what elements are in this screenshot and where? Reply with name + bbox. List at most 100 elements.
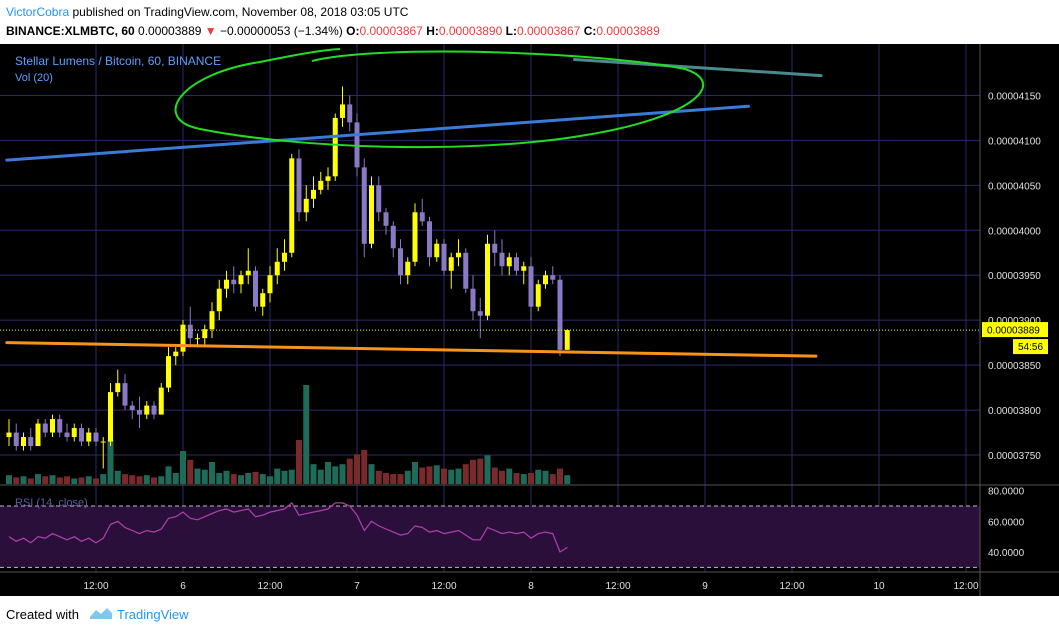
candle-body	[361, 167, 367, 244]
candle-body	[456, 252, 461, 258]
volume-bar	[404, 470, 411, 484]
y-tick-label: 0.00004100	[988, 136, 1041, 147]
candle-body	[231, 279, 237, 285]
volume-bar	[455, 468, 462, 484]
price-chart[interactable]: 0.00004150 0.00004100 0.00004050 0.00004000…	[0, 44, 1059, 596]
x-tick-label: 12:00	[257, 581, 282, 592]
close-label: C:	[583, 24, 597, 38]
y-tick-label: 0.00004150	[988, 91, 1041, 102]
candle-body	[28, 437, 34, 447]
volume-bar	[491, 467, 498, 484]
candle-body	[122, 383, 128, 406]
volume-bar	[317, 469, 324, 484]
orange-support-line[interactable]	[5, 341, 818, 358]
volume-bar	[93, 478, 99, 484]
candle-body	[463, 252, 469, 289]
volume-bar	[267, 476, 273, 484]
drawings[interactable]	[5, 48, 823, 358]
y-tick-label: 0.00003850	[988, 361, 1041, 372]
candle-body	[13, 432, 19, 447]
candle-body	[50, 419, 55, 433]
candle-body	[564, 330, 570, 350]
candle-body	[108, 392, 113, 442]
candle-body	[427, 221, 432, 258]
candle-body	[224, 279, 229, 289]
volume-bar	[122, 474, 128, 484]
volume-bar	[6, 475, 12, 484]
candle-body	[166, 356, 171, 388]
candle-body	[318, 180, 324, 190]
x-tick-label: 12:00	[431, 581, 456, 592]
candle-body	[21, 437, 26, 447]
candle-body	[129, 405, 135, 411]
candle-body	[499, 252, 505, 267]
volume-bar	[441, 468, 447, 484]
volume-bar	[520, 474, 527, 484]
candle-body	[557, 279, 563, 350]
y-tick-label: 0.00003900	[988, 316, 1041, 327]
volume-bar	[85, 476, 92, 484]
candle-body	[282, 252, 287, 262]
tradingview-logo-icon[interactable]	[88, 605, 114, 621]
candle-body	[260, 293, 266, 307]
candle-body	[115, 383, 121, 393]
publish-header: VictorCobra published on TradingView.com…	[0, 0, 1059, 44]
blue-resistance-line[interactable]	[5, 104, 750, 162]
volume-bar	[274, 468, 281, 484]
tradingview-brand-link[interactable]: TradingView	[117, 607, 189, 622]
candle-body	[521, 266, 527, 271]
x-tick-label: 9	[702, 581, 708, 592]
candle-body	[173, 351, 179, 357]
candle-body	[477, 311, 483, 316]
candle-body	[151, 405, 157, 415]
candle-body	[303, 198, 309, 213]
candle-body	[470, 288, 476, 312]
candle-body	[485, 243, 490, 316]
candle-body	[93, 432, 99, 442]
volume-bar	[71, 478, 78, 484]
rsi-tick-label: 80.0000	[988, 487, 1025, 498]
x-tick-label: 8	[528, 581, 534, 592]
candle-body	[86, 432, 92, 442]
candle-body	[405, 261, 411, 276]
symbol-ohlc-line: BINANCE:XLMBTC, 60 0.00003889 ▼ −0.00000…	[6, 24, 660, 38]
candle-body	[535, 284, 541, 307]
candle-body	[71, 428, 77, 438]
volume-bar	[187, 459, 194, 484]
volume-bar	[419, 467, 426, 484]
candle-body	[137, 410, 142, 415]
volume-bar	[462, 464, 469, 484]
candle-body	[506, 257, 512, 267]
candles	[6, 86, 570, 469]
volume-bar	[35, 474, 41, 484]
created-with-text: Created with	[6, 607, 79, 622]
teal-trend-line[interactable]	[573, 57, 823, 78]
candle-body	[100, 441, 106, 443]
candle-body	[543, 275, 548, 285]
candle-body	[296, 158, 302, 213]
y-tick-label: 0.00004050	[988, 181, 1041, 192]
candle-body	[325, 176, 331, 181]
high-value: 0.00003890	[438, 24, 503, 38]
volume-bar	[20, 476, 27, 484]
author-link[interactable]: VictorCobra	[6, 5, 70, 19]
volume-bar	[346, 458, 353, 484]
x-tick-label: 6	[180, 581, 186, 592]
green-highlight-ellipse[interactable]	[174, 48, 705, 149]
volume-bar	[165, 466, 172, 484]
low-label: L:	[505, 24, 517, 38]
chart-title: Stellar Lumens / Bitcoin, 60, BINANCE	[15, 54, 221, 68]
volume-bar	[513, 473, 520, 484]
volume-bar	[354, 454, 360, 484]
candle-body	[340, 104, 345, 118]
candle-body	[79, 428, 84, 442]
volume-bar	[368, 464, 375, 484]
volume-bar	[245, 473, 252, 484]
volume-bar	[216, 473, 223, 484]
countdown-tag	[1013, 339, 1048, 355]
candle-body	[187, 324, 193, 339]
symbol-name: BINANCE:XLMBTC, 60	[6, 24, 135, 38]
volume-bar	[296, 440, 302, 484]
volume-bar	[542, 470, 549, 484]
y-tick-label: 0.00004000	[988, 226, 1041, 237]
